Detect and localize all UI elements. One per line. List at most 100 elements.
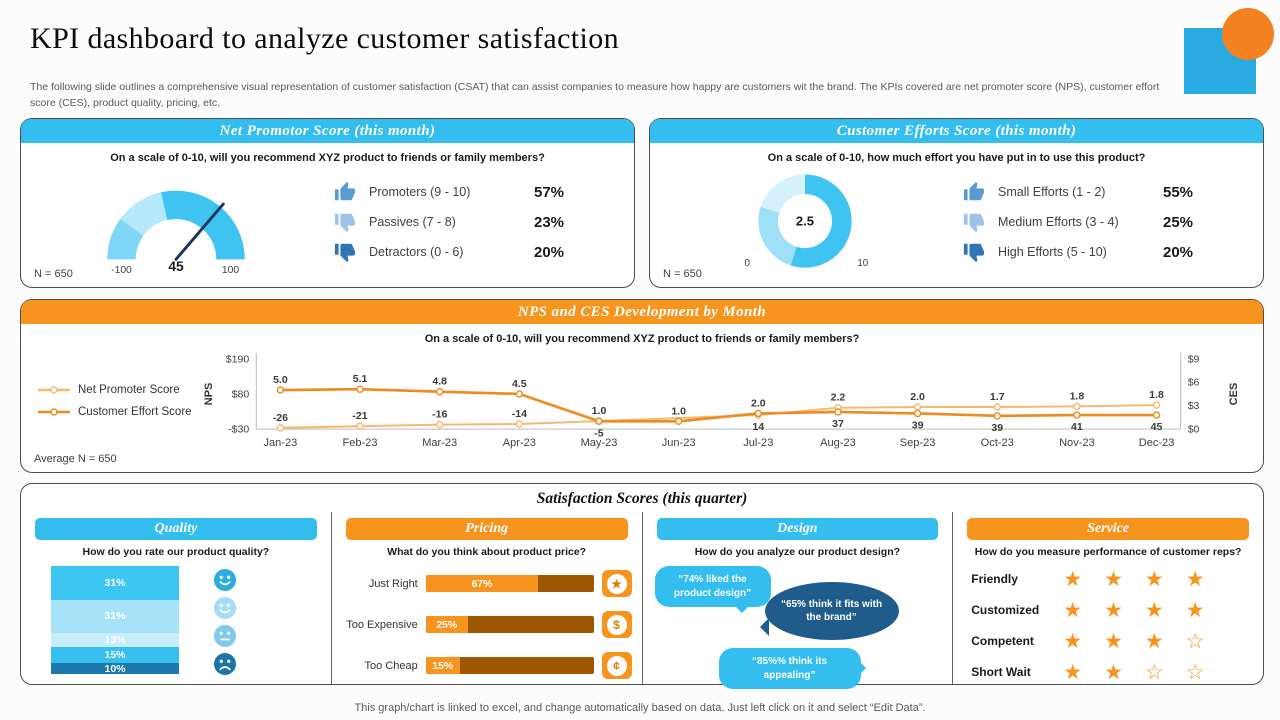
trend-legend-item: Customer Effort Score [37, 406, 192, 418]
coin-icon: ¢ [601, 652, 632, 679]
legend-item: Medium Efforts (3 - 4) 25% [963, 211, 1263, 233]
design-quote-bubble: “65% think it fits with the brand” [759, 582, 899, 640]
quality-stacked-bar: 31% 31% 13% 15% 10% [51, 566, 179, 675]
donut-slice [790, 174, 852, 268]
legend-value: 20% [1163, 243, 1194, 261]
chart-text: 14 [752, 421, 764, 433]
chart-text: 45 [168, 259, 184, 274]
very-happy-face-icon [214, 569, 236, 591]
chart-text: $190 [226, 353, 250, 365]
pricing-label: Just Right [368, 577, 418, 590]
legend-line-marker-icon [38, 386, 70, 394]
ces-question: On a scale of 0-10, how much effort you … [767, 152, 1146, 164]
legend-label: Passives (7 - 8) [369, 215, 456, 229]
chart-text: 2.0 [910, 391, 925, 403]
service-ratings[interactable]: Friendly ★ ★ ★ ★ Customized ★ ★ ★ ★ Competent ★ ★ ★ ☆ S… [953, 566, 1263, 685]
pricing-chart[interactable]: Just Right 67% ★ Too Expensive 25% $ Too Cheap… [332, 570, 642, 679]
star-filled-icon: ★ [1063, 629, 1083, 653]
star-filled-icon: ★ [1104, 567, 1123, 591]
gauge-slice [107, 218, 144, 260]
pricing-row: Too Expensive 25% $ [338, 611, 632, 638]
quality-emoji-scale [213, 566, 237, 676]
pricing-bar-fill: 67% [425, 575, 539, 592]
legend-label: Promoters (9 - 10) [369, 185, 471, 199]
ces-legend: Small Efforts (1 - 2) 55% Medium Efforts (… [935, 181, 1263, 263]
neutral-face-icon [214, 625, 236, 647]
service-rating-label: Short Wait [971, 665, 1031, 679]
quality-segment: 13% [51, 633, 179, 647]
chart-text: Sep-23 [900, 437, 936, 449]
legend-item: High Efforts (5 - 10) 20% [963, 241, 1263, 263]
quality-segment: 15% [51, 647, 179, 664]
legend-value: 23% [534, 213, 565, 231]
trend-series-line [280, 387, 1157, 423]
star-filled-icon: ★ [1104, 598, 1123, 622]
quality-chart[interactable]: 31% 31% 13% 15% 10% [21, 566, 331, 676]
chart-text: 41 [1071, 421, 1083, 433]
trend-legend-item: Net Promoter Score [37, 384, 192, 396]
chart-text: Nov-23 [1059, 437, 1095, 449]
star-filled-icon: ★ [1063, 567, 1083, 591]
chart-text: 1.7 [990, 391, 1005, 403]
star-rating: ★ ★ ★ ☆ [1063, 631, 1204, 652]
chart-text: -14 [512, 408, 527, 420]
service-rating-row: Customized ★ ★ ★ ★ [971, 597, 1247, 623]
nps-gauge-chart[interactable]: 45 -100 100 [46, 167, 306, 277]
bubble-tail [856, 659, 875, 678]
legend-item: Promoters (9 - 10) 57% [334, 181, 634, 203]
chart-text: May-23 [581, 437, 618, 449]
service-rating-row: Friendly ★ ★ ★ ★ [971, 566, 1247, 592]
chart-text: 2.0 [751, 397, 766, 409]
thumb-down-icon [334, 243, 356, 263]
quality-header: Quality [35, 518, 317, 540]
donut-slice [758, 206, 797, 266]
trend-legend-label: Net Promoter Score [78, 384, 180, 396]
chart-text: 39 [991, 422, 1003, 434]
footer-note: This graph/chart is linked to excel, and… [354, 702, 926, 714]
chart-text: 5.0 [273, 374, 288, 386]
nps-panel-body: 45 -100 100 Promoters (9 - 10) 57% Passives … [21, 166, 634, 278]
satisfaction-panel: Satisfaction Scores (this quarter) Quali… [20, 483, 1264, 689]
chart-text: Aug-23 [820, 437, 856, 449]
ces-donut-chart[interactable]: 2.5 0 10 [675, 167, 935, 277]
thumb-down-icon [963, 213, 985, 233]
ces-panel: Customer Efforts Score (this month) On a… [649, 118, 1264, 288]
chart-text: -21 [352, 410, 367, 422]
trend-line-chart[interactable]: $190 $80 -$30 $9 $6 $3 $0 NPS CES Jan-23 Feb-23 Mar… [196, 344, 1251, 466]
star-filled-icon: ★ [1185, 598, 1205, 622]
data-point-marker [595, 417, 603, 425]
data-point-marker [276, 386, 285, 394]
data-point-marker [1152, 411, 1161, 419]
chart-text: Dec-23 [1139, 437, 1175, 449]
chart-text: Mar-23 [422, 437, 457, 449]
nps-sample-size: N = 650 [34, 268, 73, 280]
service-rating-label: Customized [971, 603, 1040, 617]
data-point-marker [435, 420, 444, 429]
chart-text: 1.8 [1149, 389, 1164, 401]
chart-text: -16 [432, 409, 447, 421]
service-header: Service [967, 518, 1249, 540]
pricing-bar-fill: 15% [425, 657, 460, 674]
legend-value: 55% [1163, 183, 1194, 201]
nps-question: On a scale of 0-10, will you recommend X… [110, 152, 545, 164]
chart-text: 5.1 [353, 373, 368, 385]
data-point-marker [913, 403, 922, 411]
quality-segment: 31% [51, 566, 179, 600]
satisfaction-title: Satisfaction Scores (this quarter) [536, 490, 748, 507]
design-quotes[interactable]: “74% liked the product design” “65% think… [643, 562, 953, 694]
data-point-marker [834, 408, 842, 416]
data-point-marker [356, 422, 364, 430]
star-filled-icon: ★ [1063, 660, 1083, 684]
sad-face-icon [214, 653, 236, 675]
pricing-question: What do you think about product price? [387, 546, 587, 558]
dollar-icon: $ [601, 611, 632, 638]
trend-legend: Net Promoter Score Customer Effort Score [37, 384, 192, 418]
chart-text: Oct-23 [981, 437, 1014, 449]
chart-text: 0 [744, 258, 750, 269]
data-point-marker [1073, 402, 1081, 411]
star-outline-icon: ☆ [1185, 629, 1205, 653]
chart-text: -5 [594, 427, 604, 439]
chart-text: NPS [203, 383, 215, 406]
data-point-marker [993, 403, 1002, 411]
data-point-marker [515, 420, 524, 428]
